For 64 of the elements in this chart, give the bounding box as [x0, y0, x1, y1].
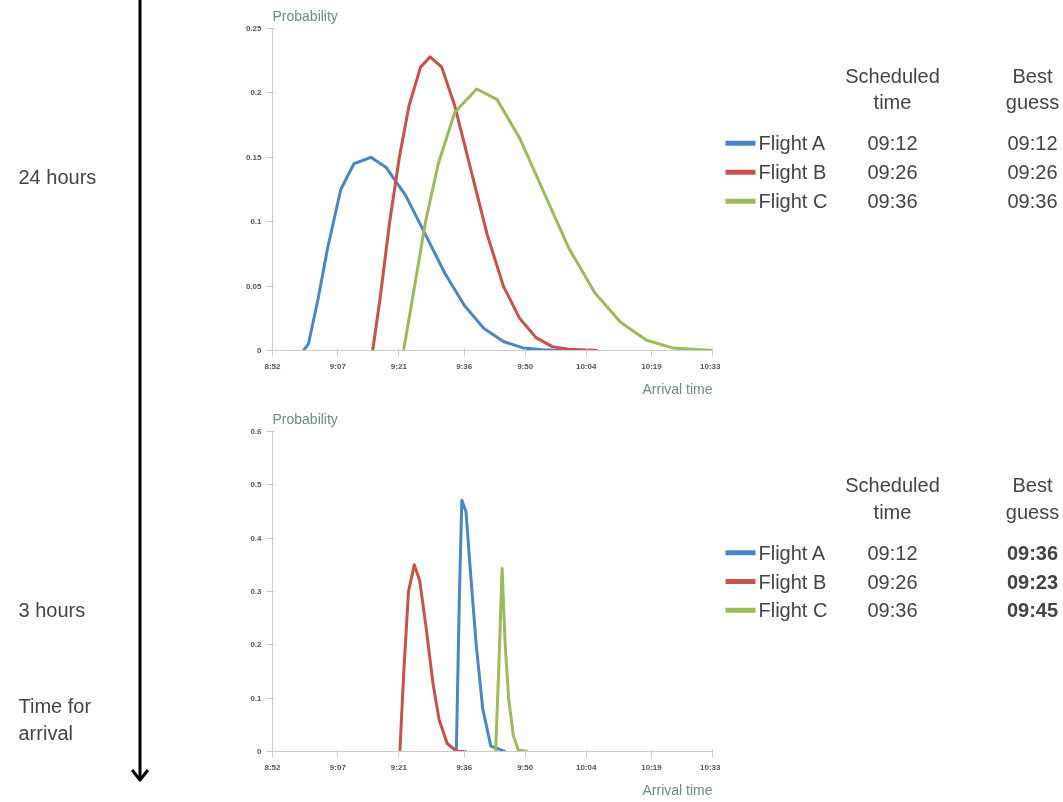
text: 09:26 — [867, 161, 918, 184]
x-tick-label: 10:19 — [641, 361, 663, 371]
y-axis-title: Probability — [272, 7, 338, 24]
x-tick-label: 10:04 — [575, 762, 597, 772]
x-tick-label: 10:33 — [700, 361, 722, 371]
text: 09:12 — [1007, 132, 1058, 155]
x-tick-label: 9:50 — [517, 361, 534, 371]
text: 09:36 — [1007, 190, 1058, 213]
text: 09:12 — [867, 541, 918, 564]
text: 09:23 — [1006, 570, 1059, 593]
y-tick-label: 0.3 — [250, 587, 263, 596]
x-axis-title: Arrival time — [642, 380, 713, 397]
y-tick-label: 0.25 — [245, 24, 263, 33]
y-tick-label: 0.2 — [250, 88, 263, 98]
line-series — [494, 567, 530, 752]
text: 09:45 — [1006, 599, 1059, 622]
x-tick-label: 10:19 — [641, 762, 663, 772]
legend-label: Flight C — [758, 599, 828, 622]
x-tick-label: 8:52 — [264, 361, 282, 371]
x-tick-label: 9:21 — [390, 762, 408, 772]
text: Time for arrival — [18, 695, 92, 744]
y-tick-label: 0.6 — [250, 427, 263, 436]
x-tick-label: 10:04 — [575, 361, 597, 371]
text: Best guess — [1005, 64, 1060, 113]
x-tick-label: 9:36 — [456, 361, 473, 371]
legend-label: Flight B — [758, 570, 827, 593]
legend-label: Flight C — [758, 190, 828, 213]
text: 09:36 — [1006, 541, 1059, 564]
x-tick-label: 9:50 — [517, 762, 534, 772]
x-tick-label: 9:07 — [329, 361, 347, 371]
y-tick-label: 0.05 — [245, 281, 263, 291]
text: 3 hours — [18, 599, 86, 622]
y-tick-label: 0.1 — [250, 217, 263, 227]
x-tick-label: 10:33 — [700, 762, 722, 772]
text: 24 hours — [18, 166, 97, 189]
text: 09:36 — [867, 599, 918, 622]
text: 09:36 — [867, 190, 918, 213]
y-tick-label: 0 — [257, 346, 263, 355]
y-tick-label: 0 — [257, 747, 263, 756]
y-tick-label: 0.2 — [250, 640, 263, 650]
y-tick-label: 0.4 — [250, 533, 263, 543]
line-series — [402, 87, 713, 351]
text: 09:12 — [867, 132, 918, 155]
text: 09:26 — [867, 570, 918, 593]
x-tick-label: 8:52 — [264, 762, 282, 772]
line-series — [301, 155, 564, 351]
x-tick-label: 9:07 — [329, 762, 347, 772]
line-series — [454, 498, 507, 752]
text: Scheduled time — [845, 474, 940, 523]
legend-label: Flight A — [758, 541, 826, 564]
legend-label: Flight A — [758, 132, 826, 155]
y-axis-title: Probability — [272, 410, 338, 427]
line-series — [371, 55, 600, 351]
legend-label: Flight B — [758, 161, 827, 184]
x-axis-title: Arrival time — [642, 781, 713, 798]
line-series — [398, 563, 469, 752]
text: Best guess — [1005, 474, 1060, 523]
y-tick-label: 0.1 — [250, 693, 263, 703]
y-tick-label: 0.5 — [250, 480, 263, 490]
y-tick-label: 0.15 — [245, 152, 263, 162]
text: 09:26 — [1007, 161, 1058, 184]
x-tick-label: 9:36 — [456, 762, 473, 772]
text: Scheduled time — [845, 64, 940, 113]
x-tick-label: 9:21 — [390, 361, 408, 371]
